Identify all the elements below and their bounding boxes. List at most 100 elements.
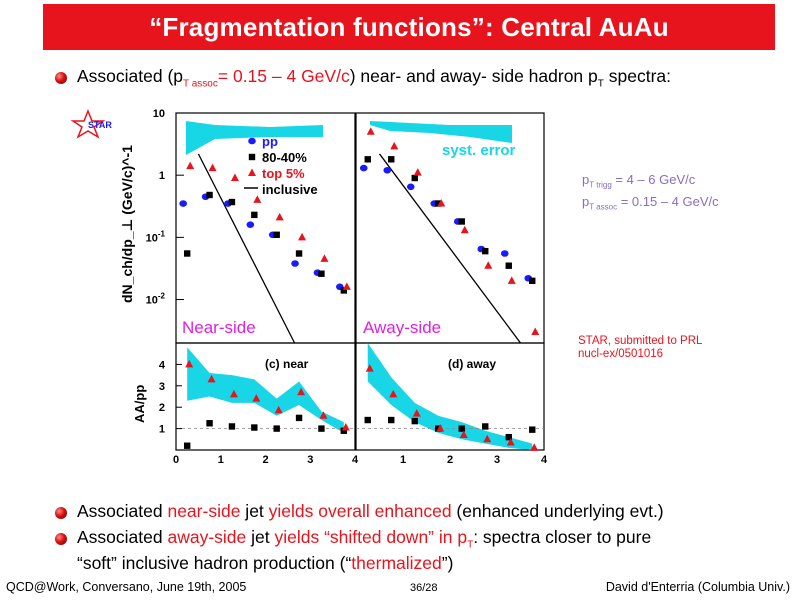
near-central-point [253,195,262,203]
away-periph-point [505,262,512,269]
away-ratio-central-point [389,389,398,398]
bullet-3-continued: “soft” inclusive hadron production (“the… [77,553,453,574]
reference-line-1: STAR, submitted to PRL [578,335,703,347]
bullet-3-b: away-side [167,527,247,547]
legend-inclusive-label: inclusive [262,182,318,197]
near-ratio-periph-point [318,425,325,432]
bullet-icon [55,72,67,84]
note-1-pre: p [582,172,590,187]
bullet-3c-b: thermalized [351,553,442,573]
away-ratio-label: (d) away [448,357,496,371]
near-ratio-label: (c) near [265,357,309,371]
y-axis-title-bottom: AA/pp [132,385,147,423]
legend-central-marker [248,168,256,176]
near-ratio-central-point [297,387,306,396]
x-axis-title: p⊥ (GeV/c) [325,461,394,463]
footer-left: QCD@Work, Conversano, June 19th, 2005 [6,580,247,594]
note-2-sub: T assoc [589,202,618,212]
away-periph-point [529,277,536,285]
away-central-point [460,225,469,234]
y-tick-label-top: 10-2 [146,292,166,307]
near-ratio-central-point [274,405,283,414]
y-tick-label-top: 10 [153,108,165,120]
near-periph-point [318,270,325,277]
legend-periph-marker [248,153,256,161]
trigger-note: pT trigg = 4 – 6 GeV/c [582,172,695,190]
away-periph-point [364,156,371,163]
note-1-post: = 4 – 6 GeV/c [611,172,696,187]
legend-central-label: top 5% [262,166,305,181]
near-periph-point [206,191,213,199]
bullet-1: Associated (pT assoc= 0.15 – 4 GeV/c) ne… [77,66,671,90]
away-ratio-central-point [365,364,374,372]
slide-title-bar: “Fragmentation functions”: Central AuAu [43,4,775,50]
reference-line-2: nucl-ex/0501016 [578,348,664,360]
near-ratio-central-point [185,359,194,368]
near-central-point [275,212,284,221]
away-central-point [507,276,516,284]
near-ratio-central-point [252,394,261,402]
note-2-pre: p [582,194,590,209]
away-pp-point [500,250,509,257]
inclusive-line-near [197,153,296,344]
y-axis-title-top: dN_ch/dp_⊥ (GeV/c)^-1 [119,145,135,303]
bullet-2-d: yields overall enhanced [268,501,452,521]
away-central-point [437,199,446,207]
near-ratio-central-point [341,423,350,431]
bullet-3-e: : spectra closer to pure [473,527,652,547]
near-central-point [342,282,351,290]
away-ratio-central-point [483,434,492,443]
note-1-sub: T trigg [589,180,612,190]
x-tick-label: 3 [494,454,500,463]
bullet-icon [55,507,67,519]
near-ratio-periph-point [295,414,303,422]
near-ratio-central-point [207,374,216,383]
footer-right: David d'Enterria (Columbia Univ.) [605,580,790,594]
near-periph-point [183,250,191,257]
away-central-point [390,141,399,150]
bullet-3-dsub: T [467,539,474,551]
away-ratio-central-point [459,430,468,439]
bullet-1-range: = 0.15 – 4 GeV/c [217,66,350,86]
y-tick-label-top: 10-1 [146,229,166,244]
inclusive-line-away [378,153,522,344]
bullet-3-d: yields “shifted down” in p [274,527,468,547]
away-pp-point [406,183,415,191]
y-tick-label-bottom: 1 [159,424,165,436]
away-ratio-periph-point [482,423,489,430]
bullet-2: Associated near-side jet yields overall … [77,501,664,522]
near-periph-point [340,287,348,294]
away-central-point [413,168,422,176]
legend-periph-label: 80-40% [262,150,307,165]
bullet-2-b: near-side [167,501,241,521]
near-ratio-periph-point [273,425,280,432]
frame-away-bottom [355,342,545,451]
away-ratio-central-point [506,438,515,446]
near-ratio-central-point [319,411,328,419]
bullet-1-sub1: T assoc [183,78,218,90]
away-periph-point [388,156,395,163]
legend-pp-marker [248,137,256,145]
away-ratio-periph-point [364,416,371,424]
near-periph-point [228,198,236,206]
near-periph-point [295,250,303,257]
away-central-point [366,127,375,135]
y-tick-label-bottom: 2 [159,402,165,414]
bullet-icon [55,533,67,545]
bullet-3c-c: ”) [441,553,454,573]
bullet-1-sub2: T [597,78,604,90]
away-pp-point [383,166,392,174]
near-central-point [230,173,239,182]
away-ratio-periph-point [505,433,512,441]
bullet-3: Associated away-side jet yields “shifted… [77,527,651,551]
near-central-point [298,232,307,241]
away-central-point [484,261,493,269]
slide-title: “Fragmentation functions”: Central AuAu [149,11,669,42]
away-ratio-periph-point [388,416,395,424]
x-tick-label: 4 [541,454,548,463]
bullet-3-a: Associated [77,527,168,547]
syst-error-label: syst. error [442,142,516,159]
away-periph-point [411,174,418,182]
x-tick-label: 1 [218,454,224,463]
syst-band-away-top [370,121,512,143]
